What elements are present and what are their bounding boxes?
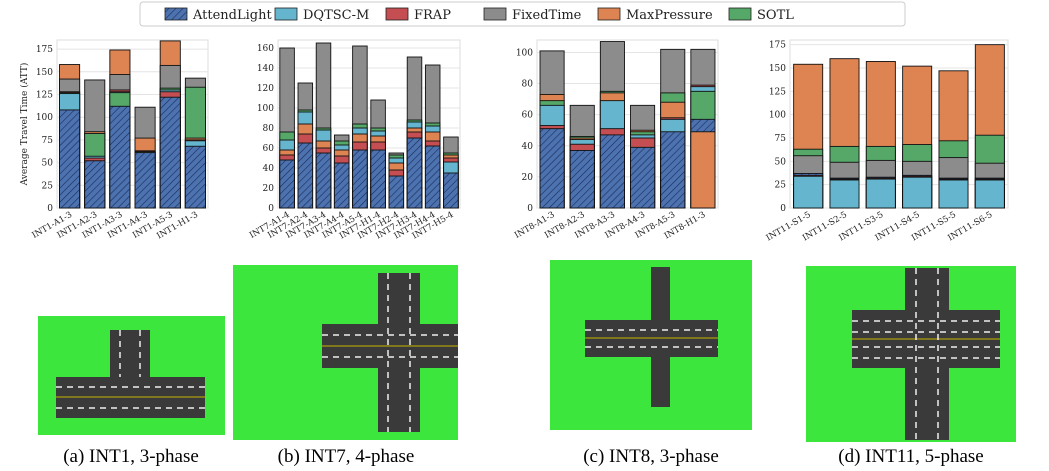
bar <box>600 135 624 208</box>
legend-label: FRAP <box>414 8 451 23</box>
y-tick-label: 100 <box>769 111 786 121</box>
caption: (b) INT7, 4-phase <box>278 446 415 467</box>
y-tick-label: 175 <box>769 41 786 51</box>
bar <box>160 97 180 208</box>
bar <box>334 163 349 208</box>
bar <box>389 176 404 208</box>
y-tick-label: 60 <box>522 111 534 121</box>
intersection-c <box>550 260 752 430</box>
legend-label: DQTSC-M <box>303 8 369 23</box>
legend-swatch <box>729 8 751 20</box>
intersection-b <box>233 265 458 440</box>
bar <box>110 106 130 208</box>
y-tick-label: 75 <box>42 136 54 146</box>
figure: AttendLight DQTSC-M FRAP FixedTime MaxPressu… <box>0 0 1049 471</box>
bar <box>280 160 295 208</box>
y-tick-label: 0 <box>780 204 786 214</box>
intersection-a <box>38 316 225 435</box>
legend-swatch <box>386 8 408 20</box>
y-tick-label: 125 <box>36 90 53 100</box>
legend-swatch <box>598 8 620 20</box>
y-tick-label: 100 <box>257 104 274 114</box>
bar <box>60 110 80 208</box>
bar <box>353 150 368 208</box>
bar <box>570 150 594 208</box>
bar <box>135 153 155 208</box>
bar <box>316 153 331 208</box>
y-tick-label: 75 <box>775 134 787 144</box>
y-tick-label: 20 <box>263 184 275 194</box>
bar <box>631 147 655 208</box>
y-tick-label: 50 <box>42 159 54 169</box>
bar <box>371 150 386 208</box>
y-tick-label: 40 <box>522 142 534 152</box>
caption: (d) INT11, 5-phase <box>838 446 983 467</box>
legend-swatch <box>165 8 187 20</box>
bar <box>939 180 968 208</box>
bar <box>185 146 205 208</box>
y-tick-label: 125 <box>769 87 786 97</box>
bar <box>540 129 564 208</box>
legend-label: MaxPressure <box>626 8 713 23</box>
y-tick-label: 80 <box>522 80 534 90</box>
bar <box>425 146 440 208</box>
bar <box>866 179 895 208</box>
y-tick-label: 150 <box>769 64 786 74</box>
y-tick-label: 140 <box>257 64 274 74</box>
legend-label: SOTL <box>757 8 794 23</box>
y-axis-label: Average Travel Time (ATT) <box>19 63 30 187</box>
y-tick-label: 25 <box>42 181 54 191</box>
bar <box>661 132 685 208</box>
bar <box>444 173 459 208</box>
caption: (a) INT1, 3-phase <box>63 446 199 467</box>
legend-label: FixedTime <box>512 8 582 23</box>
intersection-d <box>806 266 1016 442</box>
legend-swatch <box>484 8 506 20</box>
caption: (c) INT8, 3-phase <box>583 446 719 467</box>
bar <box>407 138 422 208</box>
y-tick-label: 20 <box>522 173 534 183</box>
y-tick-label: 60 <box>263 144 275 154</box>
y-tick-label: 0 <box>527 204 533 214</box>
bar <box>85 161 105 208</box>
bar <box>903 177 932 208</box>
y-tick-label: 80 <box>263 124 275 134</box>
y-tick-label: 50 <box>775 157 787 167</box>
y-tick-label: 0 <box>268 204 274 214</box>
legend-swatch <box>275 8 297 20</box>
y-tick-label: 100 <box>516 48 533 58</box>
y-tick-label: 100 <box>36 113 53 123</box>
y-tick-label: 120 <box>257 84 274 94</box>
legend-label: AttendLight <box>192 8 272 23</box>
bar <box>298 143 313 208</box>
bar <box>830 180 859 208</box>
y-tick-label: 160 <box>257 44 274 54</box>
y-tick-label: 25 <box>775 181 787 191</box>
bar <box>794 176 823 208</box>
bar <box>691 132 715 208</box>
y-tick-label: 175 <box>36 45 53 55</box>
bar <box>975 180 1004 208</box>
y-tick-label: 150 <box>36 68 53 78</box>
y-tick-label: 40 <box>263 164 275 174</box>
y-tick-label: 0 <box>47 204 53 214</box>
